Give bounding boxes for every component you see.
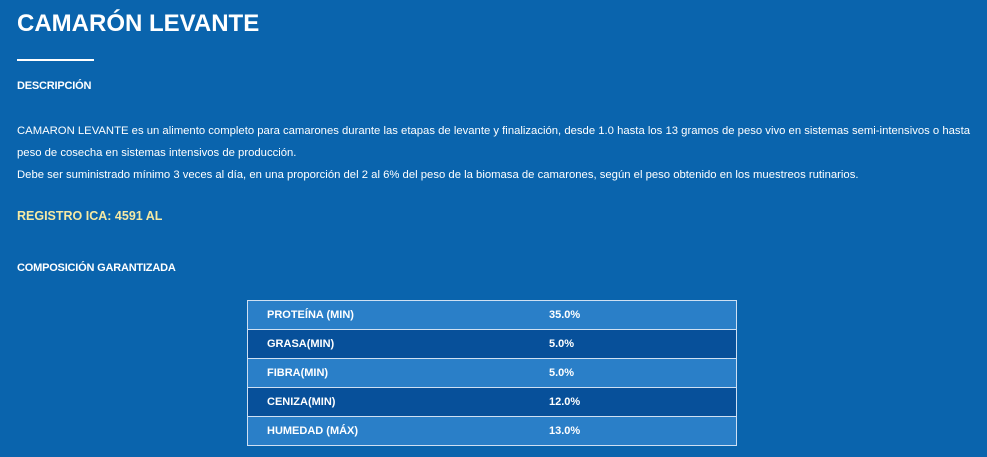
page-title: CAMARÓN LEVANTE xyxy=(17,10,260,37)
description-heading: DESCRIPCIÓN xyxy=(17,80,92,92)
nutrient-value: 12.0% xyxy=(549,387,737,417)
nutrient-value: 35.0% xyxy=(549,300,737,330)
title-underline xyxy=(17,59,94,61)
composition-table: PROTEÍNA (MIN) 35.0% GRASA(MIN) 5.0% FIB… xyxy=(247,300,737,446)
table-row: GRASA(MIN) 5.0% xyxy=(247,329,737,359)
nutrient-label: HUMEDAD (MÁX) xyxy=(247,416,549,446)
nutrient-value: 5.0% xyxy=(549,358,737,388)
registro-ica: REGISTRO ICA: 4591 AL xyxy=(17,209,163,223)
composition-heading: COMPOSICIÓN GARANTIZADA xyxy=(17,262,176,274)
table-row: HUMEDAD (MÁX) 13.0% xyxy=(247,416,737,446)
description-text: CAMARON LEVANTE es un alimento completo … xyxy=(17,120,977,186)
table-row: PROTEÍNA (MIN) 35.0% xyxy=(247,300,737,330)
nutrient-label: PROTEÍNA (MIN) xyxy=(247,300,549,330)
table-row: CENIZA(MIN) 12.0% xyxy=(247,387,737,417)
nutrient-label: FIBRA(MIN) xyxy=(247,358,549,388)
nutrient-label: GRASA(MIN) xyxy=(247,329,549,359)
nutrient-label: CENIZA(MIN) xyxy=(247,387,549,417)
nutrient-value: 13.0% xyxy=(549,416,737,446)
table-row: FIBRA(MIN) 5.0% xyxy=(247,358,737,388)
nutrient-value: 5.0% xyxy=(549,329,737,359)
description-paragraph: Debe ser suministrado mínimo 3 veces al … xyxy=(17,169,859,181)
description-paragraph: CAMARON LEVANTE es un alimento completo … xyxy=(17,125,970,159)
